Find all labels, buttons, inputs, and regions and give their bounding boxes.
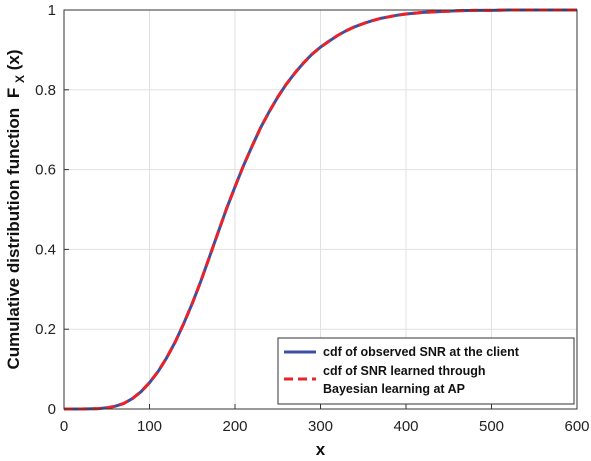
y-axis-label-symbol: F: [4, 88, 23, 98]
x-tick-label: 400: [393, 418, 418, 435]
y-axis-label-suffix: (x): [4, 50, 23, 71]
legend-label-learned-line2: Bayesian learning at AP: [323, 382, 465, 396]
legend-label-learned-line1: cdf of SNR learned through: [323, 364, 486, 378]
legend-box: [277, 337, 575, 405]
y-tick-label: 0.6: [35, 162, 56, 179]
ticks: 0 100 200 300 400 500 600 0 0.2 0.4 0.6 0.8 1: [35, 2, 589, 435]
x-tick-label: 0: [60, 418, 68, 435]
y-axis-label-text: Cumulative distribution function: [4, 108, 23, 370]
y-tick-label: 0: [48, 401, 56, 418]
x-tick-label: 500: [479, 418, 504, 435]
x-tick-label: 300: [308, 418, 333, 435]
y-axis-label: Cumulative distribution function F X (x): [4, 50, 28, 370]
y-tick-label: 1: [48, 2, 56, 19]
series-line-learned: [64, 8, 577, 411]
x-tick-label: 200: [222, 418, 247, 435]
y-tick-label: 0.8: [35, 82, 56, 99]
x-axis-label: x: [316, 440, 326, 459]
y-tick-label: 0.4: [35, 241, 56, 258]
legend: cdf of observed SNR at the client cdf of…: [277, 337, 575, 405]
x-tick-label: 600: [564, 418, 589, 435]
y-axis-label-subscript: X: [13, 75, 27, 83]
y-tick-label: 0.2: [35, 321, 56, 338]
legend-label-observed: cdf of observed SNR at the client: [323, 345, 520, 359]
series-group: [64, 8, 577, 411]
x-tick-label: 100: [137, 418, 162, 435]
